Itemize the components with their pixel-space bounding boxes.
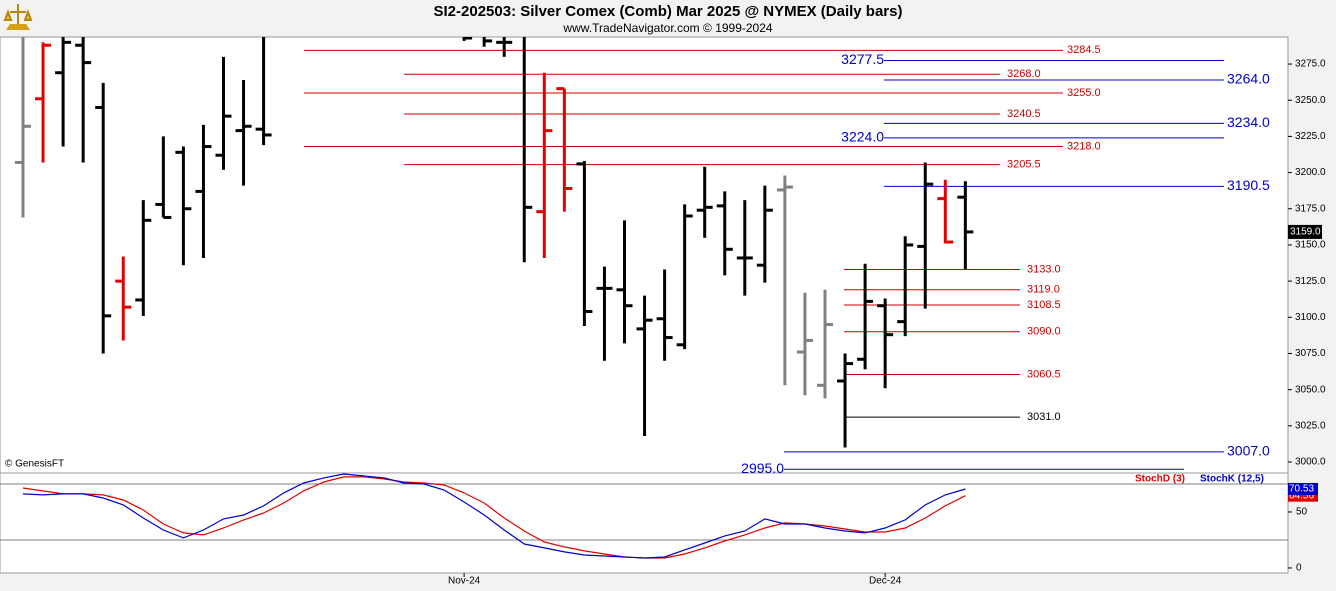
- y-tick-label: 3175.0: [1295, 203, 1326, 214]
- logo: [3, 4, 33, 30]
- level-label: 3205.5: [1007, 159, 1041, 171]
- level-label: 3133.0: [1027, 263, 1061, 275]
- level-label: 3119.0: [1027, 284, 1060, 296]
- level-label: 3277.5: [841, 51, 884, 67]
- y-tick-label: 3225.0: [1295, 131, 1326, 142]
- y-tick-label: 3075.0: [1295, 348, 1326, 359]
- y-tick-label: 3100.0: [1295, 312, 1326, 323]
- stoch-plot: [0, 473, 1288, 559]
- y-tick-label: 3000.0: [1295, 457, 1326, 468]
- y-tick-label: 3200.0: [1295, 167, 1326, 178]
- level-label: 3007.0: [1227, 443, 1270, 459]
- level-label: 3240.5: [1007, 108, 1041, 120]
- level-label: 3090.0: [1027, 326, 1061, 338]
- legend-entry: StochD (3): [1135, 474, 1185, 485]
- last-value-label: 70.53: [1289, 484, 1314, 495]
- stoch-line: [22, 473, 966, 559]
- level-label: 2995.0: [741, 460, 784, 476]
- y-tick-label: 3275.0: [1295, 59, 1326, 70]
- y-tick-label: 3150.0: [1295, 240, 1326, 251]
- y-tick-label: 3125.0: [1295, 276, 1326, 287]
- y-tick-label: 3250.0: [1295, 95, 1326, 106]
- level-label: 3108.5: [1027, 299, 1061, 311]
- chart-title: SI2-202503: Silver Comex (Comb) Mar 2025…: [434, 3, 903, 20]
- last-value-box: [1288, 482, 1318, 495]
- level-label: 3264.0: [1227, 71, 1270, 87]
- level-label: 3190.5: [1227, 177, 1270, 193]
- level-label: 3031.0: [1027, 411, 1061, 423]
- stoch-panel: [0, 472, 1289, 574]
- level-label: 3218.0: [1067, 140, 1101, 152]
- last-price-label: 3159.0: [1290, 227, 1321, 238]
- credit: © GenesisFT: [5, 459, 64, 470]
- x-tick-label: Nov-24: [448, 576, 481, 587]
- level-label: 3255.0: [1067, 87, 1101, 99]
- y-tick-label: 50: [1296, 507, 1308, 518]
- x-tick-label: Dec-24: [869, 576, 902, 587]
- price-plot: [15, 37, 974, 448]
- y-tick-label: 3050.0: [1295, 384, 1326, 395]
- level-label: 3268.0: [1007, 68, 1041, 80]
- y-tick-label: 3025.0: [1295, 420, 1326, 431]
- level-label: 3234.0: [1227, 114, 1270, 130]
- last-price-box: [1288, 224, 1322, 239]
- chart-subtitle: www.TradeNavigator.com © 1999-2024: [562, 21, 772, 35]
- legend-entry: StochK (12,5): [1200, 474, 1264, 485]
- y-tick-label: 0: [1296, 563, 1302, 574]
- level-label: 3284.5: [1067, 44, 1101, 56]
- axes: 3000.0 3025.0 3050.0 3075.0 3100.0 3125.0 3150…: [448, 59, 1326, 587]
- level-label: 3224.0: [841, 129, 884, 145]
- last-value-label: 64.56: [1289, 490, 1314, 501]
- level-label: 3060.5: [1027, 368, 1061, 380]
